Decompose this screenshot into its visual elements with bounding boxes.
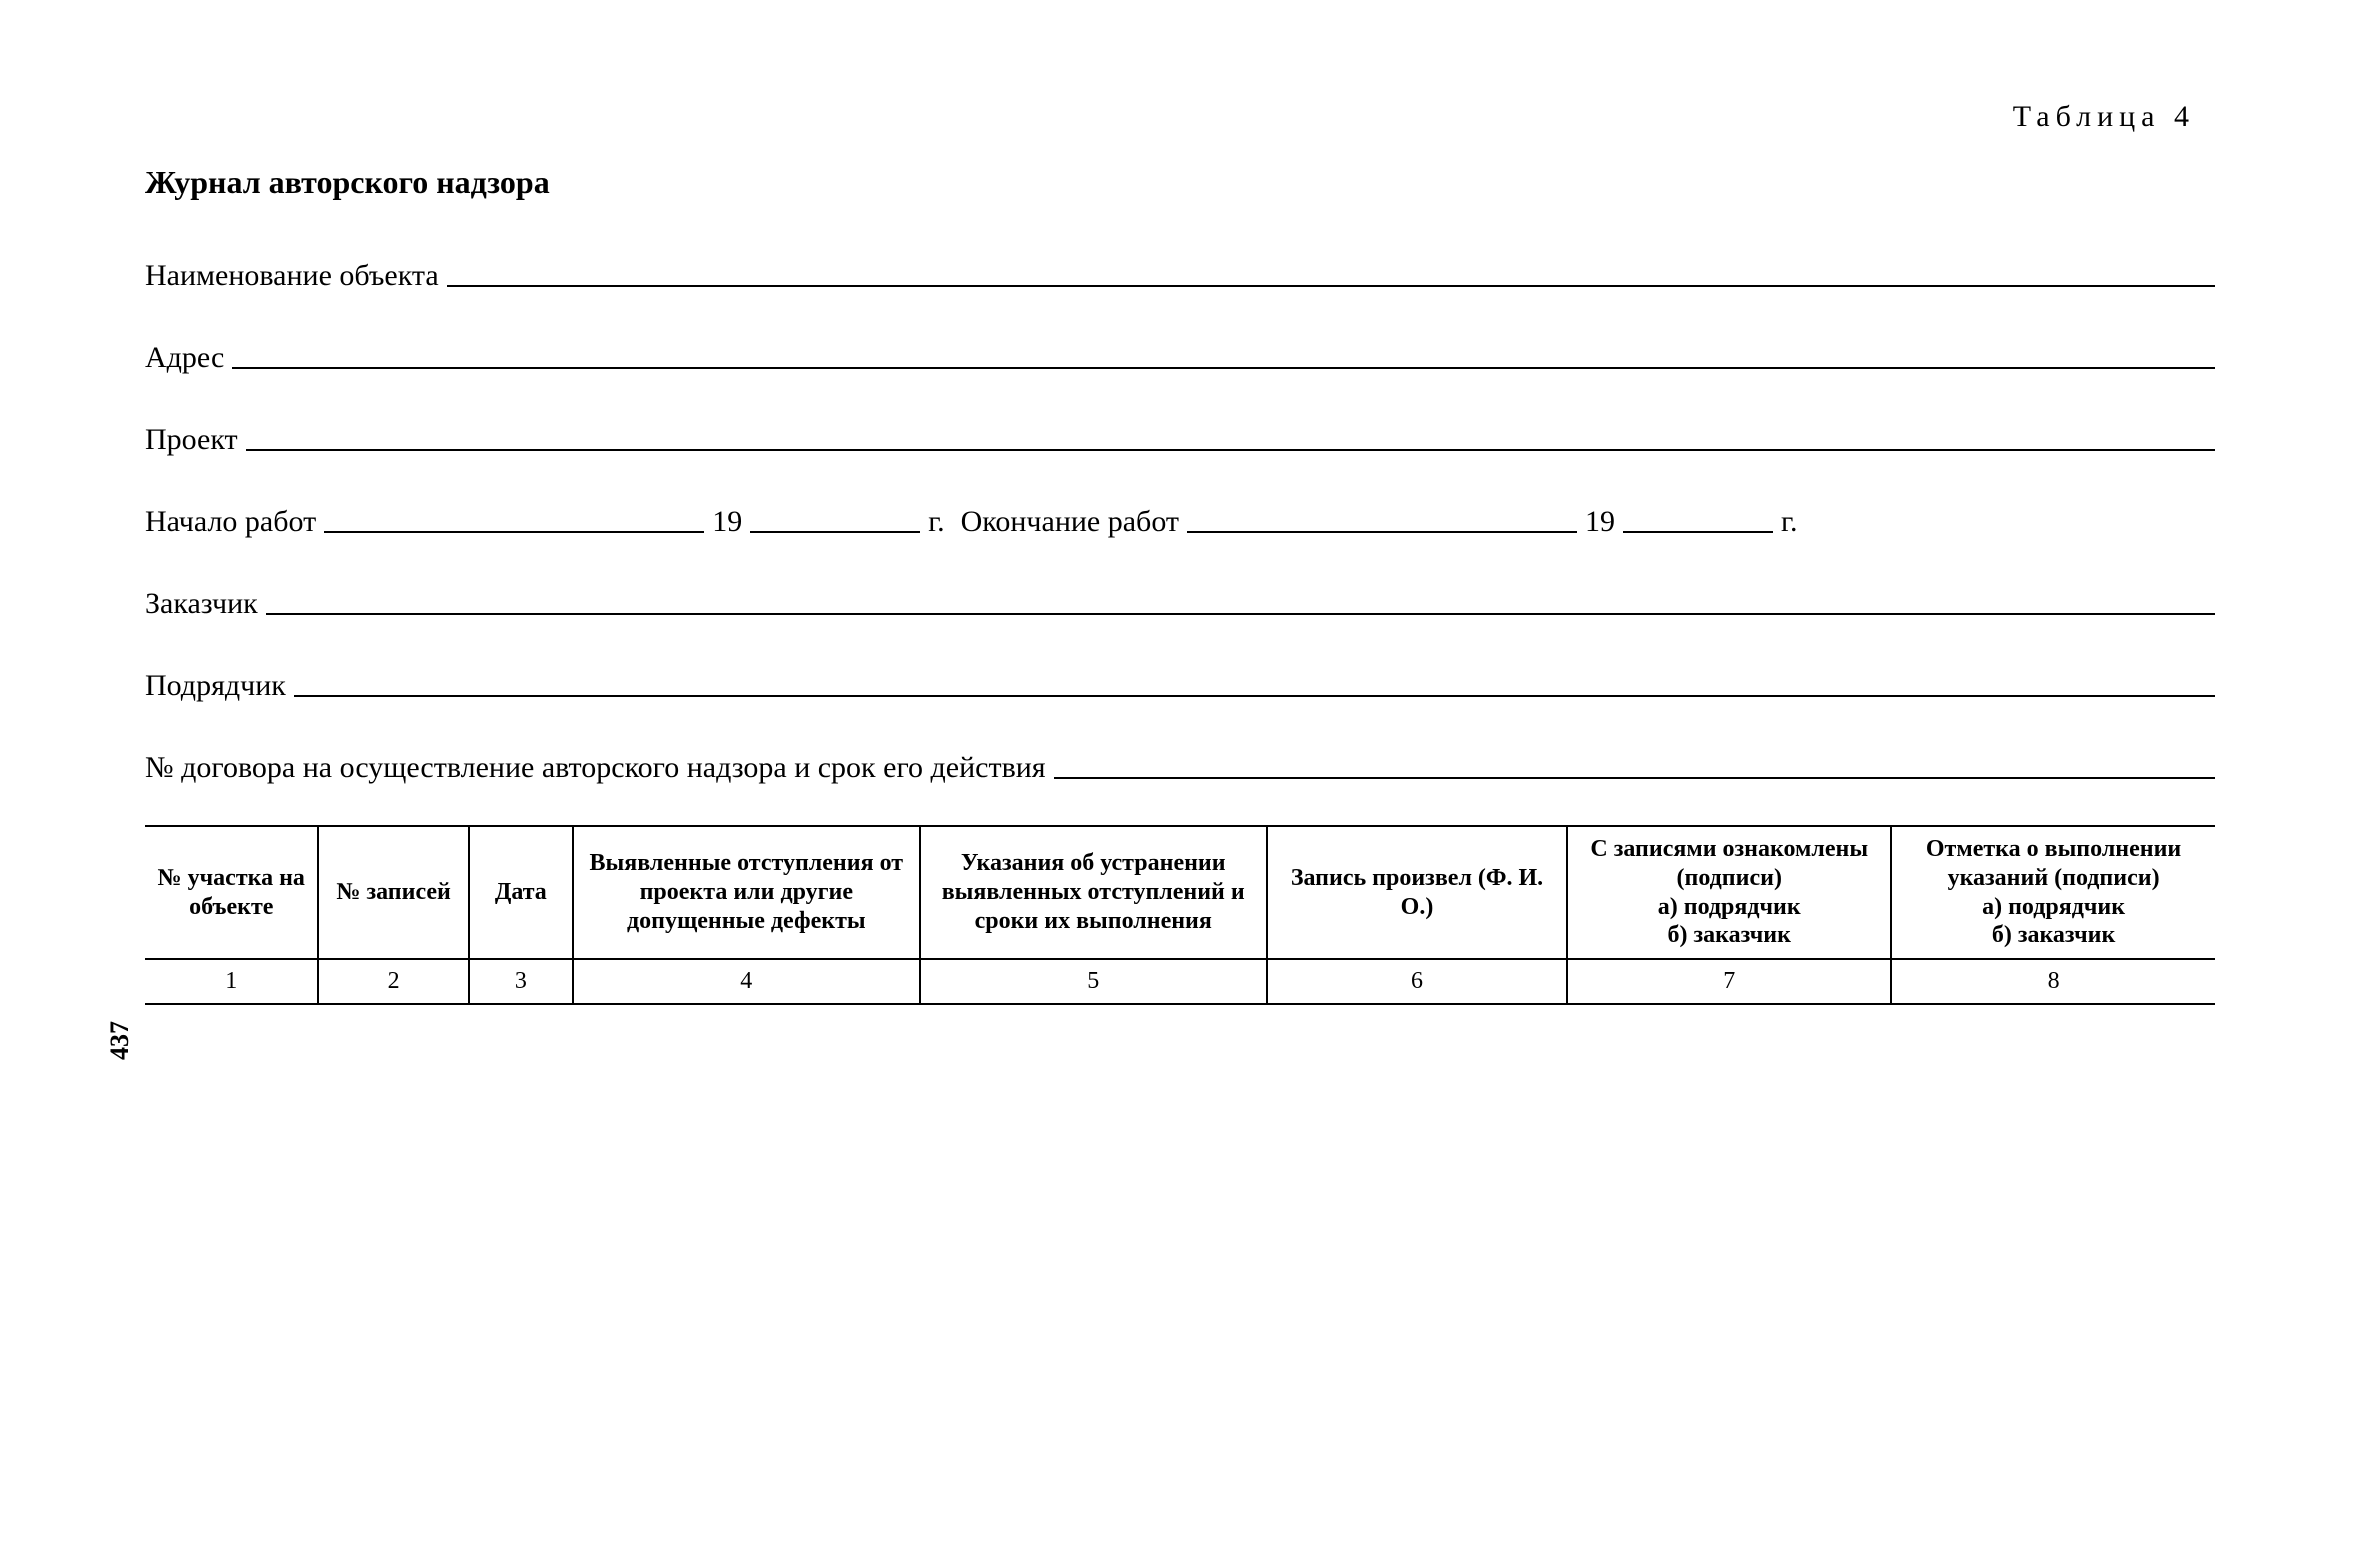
object-name-row: Наименование объекта	[145, 251, 2215, 293]
work-end-blank[interactable]	[1187, 531, 1577, 533]
customer-blank[interactable]	[266, 613, 2215, 615]
col-num-6: 6	[1267, 959, 1568, 1004]
project-label: Проект	[145, 423, 246, 457]
col-8-line-1: Отметка о выпол­нении указаний (подписи)	[1898, 835, 2209, 893]
col-header-3: Дата	[469, 826, 573, 959]
col-num-3: 3	[469, 959, 573, 1004]
col-7-line-3: б) заказчик	[1574, 921, 1884, 950]
col-num-8: 8	[1891, 959, 2215, 1004]
contractor-row: Подрядчик	[145, 661, 2215, 703]
table-number-label: Таблица 4	[145, 100, 2215, 134]
col-7-line-1: С записями озна­комлены (подпи­си)	[1574, 835, 1884, 893]
object-name-blank[interactable]	[447, 285, 2215, 287]
document-title: Журнал авторского надзора	[145, 164, 2215, 201]
col-header-5: Указания об устра­нении выявленных отсту…	[920, 826, 1267, 959]
col-header-7: С записями озна­комлены (подпи­си) а) по…	[1567, 826, 1891, 959]
document-page: Таблица 4 Журнал авторского надзора Наим…	[145, 100, 2215, 1005]
contractor-blank[interactable]	[294, 695, 2215, 697]
col-header-1: № участка на объекте	[145, 826, 318, 959]
year-prefix-2: 19	[1577, 505, 1623, 539]
object-name-label: Наименование объекта	[145, 259, 447, 293]
year-prefix-1: 19	[704, 505, 750, 539]
project-row: Проект	[145, 415, 2215, 457]
page-number: 437	[105, 1021, 135, 1060]
customer-label: Заказчик	[145, 587, 266, 621]
project-blank[interactable]	[246, 449, 2215, 451]
contractor-label: Подрядчик	[145, 669, 294, 703]
col-8-line-2: а) подрядчик	[1898, 893, 2209, 922]
contract-blank[interactable]	[1054, 777, 2215, 779]
col-7-line-2: а) подрядчик	[1574, 893, 1884, 922]
work-start-label: Начало работ	[145, 505, 324, 539]
col-header-8: Отметка о выпол­нении указаний (подписи)…	[1891, 826, 2215, 959]
col-num-5: 5	[920, 959, 1267, 1004]
year-suffix-2: г.	[1773, 505, 1805, 539]
col-header-6: Запись произвел (Ф. И. О.)	[1267, 826, 1568, 959]
work-dates-row: Начало работ 19 г. Окончание работ 19 г.	[145, 497, 2215, 539]
contract-label: № договора на осуществление авторского н…	[145, 751, 1054, 785]
year-suffix-1: г.	[920, 505, 952, 539]
address-label: Адрес	[145, 341, 232, 375]
contract-row: № договора на осуществление авторского н…	[145, 743, 2215, 785]
year-2-blank[interactable]	[1623, 531, 1773, 533]
col-num-1: 1	[145, 959, 318, 1004]
col-num-2: 2	[318, 959, 468, 1004]
address-blank[interactable]	[232, 367, 2215, 369]
table-number-row: 1 2 3 4 5 6 7 8	[145, 959, 2215, 1004]
col-num-4: 4	[573, 959, 920, 1004]
work-start-blank[interactable]	[324, 531, 704, 533]
address-row: Адрес	[145, 333, 2215, 375]
customer-row: Заказчик	[145, 579, 2215, 621]
year-1-blank[interactable]	[750, 531, 920, 533]
col-header-4: Выявленные отступ­ления от проекта или д…	[573, 826, 920, 959]
table-header-row: № участка на объекте № записей Дата Выяв…	[145, 826, 2215, 959]
supervision-table: № участка на объекте № записей Дата Выяв…	[145, 825, 2215, 1005]
work-end-label: Окончание работ	[953, 505, 1187, 539]
supervision-table-wrap: № участка на объекте № записей Дата Выяв…	[145, 825, 2215, 1005]
col-header-2: № записей	[318, 826, 468, 959]
col-8-line-3: б) заказчик	[1898, 921, 2209, 950]
col-num-7: 7	[1567, 959, 1891, 1004]
